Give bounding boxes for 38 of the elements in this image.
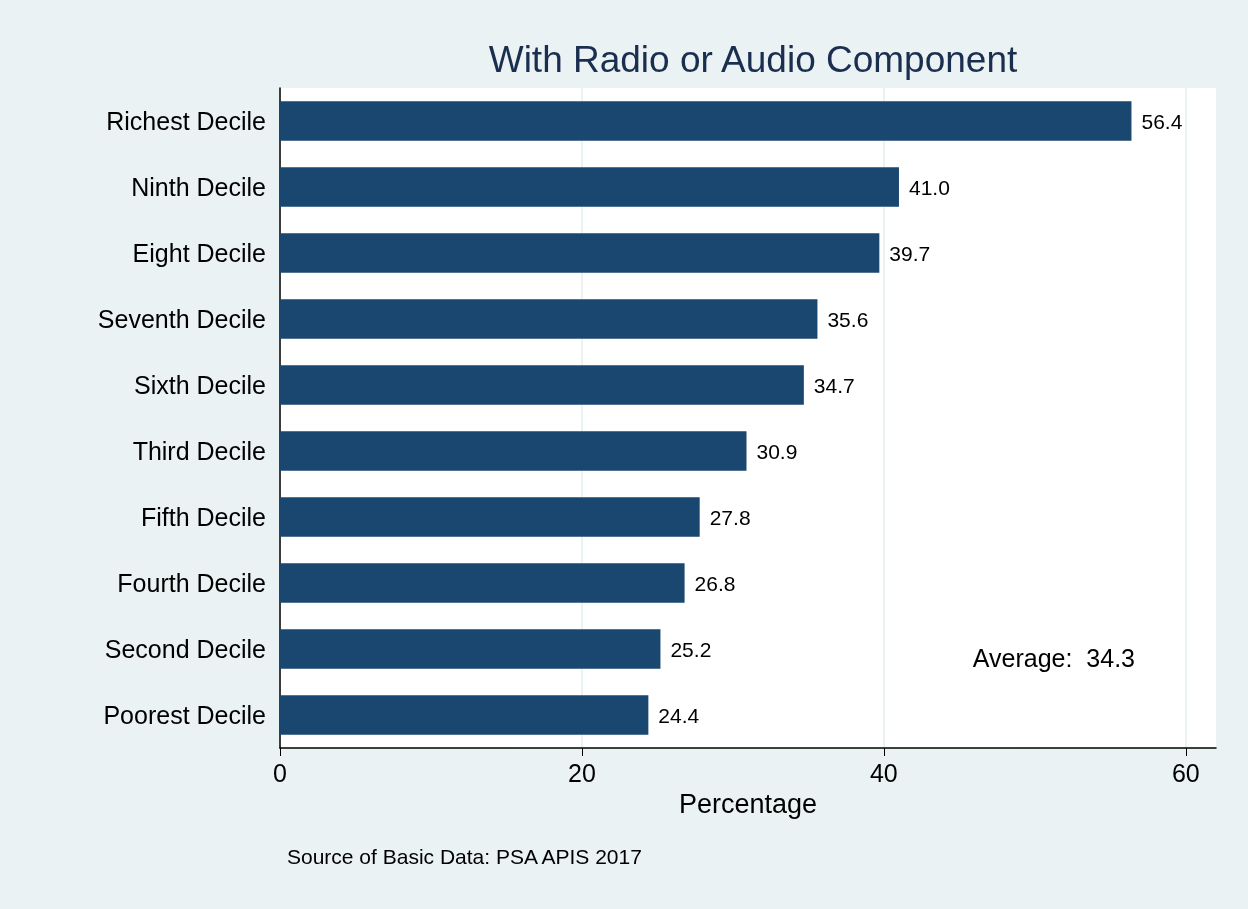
bar [280, 629, 661, 669]
data-label: 34.7 [813, 373, 855, 397]
data-label: 30.9 [756, 439, 798, 463]
y-tick-label: Fourth Decile [117, 569, 266, 597]
bar [280, 695, 649, 735]
y-tick-label: Richest Decile [106, 107, 266, 135]
x-tick-label: 40 [869, 758, 898, 787]
y-tick-label: Poorest Decile [103, 701, 266, 729]
data-label: 39.7 [889, 241, 931, 265]
x-tick-label: 20 [568, 758, 596, 787]
source-note: Source of Basic Data: PSA APIS 2017 [287, 845, 642, 868]
x-axis-title: Percentage [678, 788, 818, 819]
data-label: 35.6 [827, 307, 869, 331]
bar [280, 101, 1132, 141]
bar [280, 563, 685, 603]
bar [280, 233, 880, 273]
data-label: 27.8 [709, 505, 751, 529]
bar [280, 299, 818, 339]
y-tick-label: Third Decile [132, 437, 266, 465]
y-tick-label: Sixth Decile [134, 371, 266, 399]
y-tick-label: Fifth Decile [140, 503, 266, 531]
bar [280, 167, 899, 207]
y-tick-label: Seventh Decile [97, 305, 266, 333]
bar [280, 365, 804, 405]
x-tick-label: 60 [1171, 758, 1200, 787]
x-tick-label: 0 [273, 758, 287, 787]
y-tick-label: Ninth Decile [131, 173, 266, 201]
bar [280, 497, 700, 537]
y-tick-label: Second Decile [104, 635, 266, 663]
annotation: Average: 34.3 [972, 643, 1136, 672]
data-label: 26.8 [694, 571, 736, 595]
data-label: 24.4 [658, 703, 700, 727]
data-label: 56.4 [1141, 109, 1183, 133]
data-label: 41.0 [908, 175, 950, 199]
bar [280, 431, 747, 471]
data-label: 25.2 [670, 637, 712, 661]
chart-title: With Radio or Audio Component [488, 39, 1018, 80]
y-tick-label: Eight Decile [132, 239, 266, 267]
